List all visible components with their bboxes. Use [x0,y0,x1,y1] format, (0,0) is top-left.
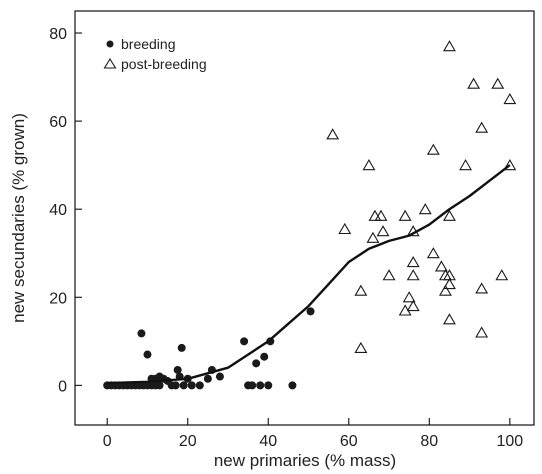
plot-frame [74,10,535,426]
y-tick-label-0: 0 [58,378,67,395]
breeding-point-26 [179,381,188,390]
x-tick-label-40: 40 [259,433,277,450]
post-breeding-point-19 [426,247,440,259]
breeding-point-23 [173,365,182,374]
legend-marker-post-breeding [103,57,117,69]
breeding-point-30 [203,374,212,383]
axes: 0 20 40 60 80 100 0 20 40 60 80 [49,26,523,450]
post-breeding-point-10 [398,209,412,221]
breeding-point-36 [252,359,261,368]
post-breeding-point-20 [434,260,448,272]
post-breeding-point-27 [442,313,456,325]
post-breeding-point-7 [374,209,388,221]
breeding-point-38 [260,352,269,361]
post-breeding-point-1 [338,222,352,235]
x-tick-label-100: 100 [496,433,523,450]
y-tick-label-40: 40 [49,202,67,219]
breeding-point-42 [306,307,315,316]
post-breeding-point-24 [442,40,456,52]
post-breeding-point-23 [442,209,456,221]
post-breeding-point-22 [438,284,452,296]
breeding-point-22 [171,381,180,390]
post-breeding-point-26 [442,277,456,290]
breeding-point-35 [248,381,257,390]
post-breeding-point-15 [406,255,420,268]
breeding-point-32 [215,372,224,381]
post-breeding-point-33 [491,77,505,89]
post-breeding-point-9 [382,269,396,281]
post-breeding-point-17 [418,203,432,215]
x-tick-label-60: 60 [340,433,358,450]
x-axis-label: new primaries (% mass) [214,451,396,470]
legend-marker-breeding [106,40,114,48]
post-breeding-point-35 [503,92,517,105]
breeding-point-37 [256,381,265,390]
post-breeding-point-12 [402,291,416,303]
post-breeding-point-31 [475,282,489,294]
post-breeding-point-3 [354,341,368,353]
breeding-point-41 [288,381,297,390]
post-breeding-point-2 [354,284,368,296]
x-tick-label-80: 80 [420,433,438,450]
post-breeding-point-28 [459,159,473,171]
post-breeding-point-5 [366,231,380,243]
post-breeding-point-34 [495,269,509,281]
post-breeding-point-32 [475,326,489,338]
post-breeding-point-30 [475,121,489,133]
y-tick-label-20: 20 [49,290,67,307]
chart-marks [103,40,517,390]
post-breeding-point-4 [362,159,376,171]
breeding-point-33 [240,337,249,346]
y-axis-label: new secundaries (% grown) [9,113,28,323]
legend-label-post-breeding: post-breeding [121,56,207,72]
breeding-point-14 [137,329,146,338]
post-breeding-point-0 [326,128,340,140]
breeding-point-13 [155,381,164,390]
breeding-point-39 [264,381,273,390]
post-breeding-point-14 [406,269,420,281]
legend: breeding post-breeding [103,36,207,72]
breeding-point-29 [195,381,204,390]
y-tick-label-80: 80 [49,26,67,43]
x-tick-label-20: 20 [179,433,197,450]
breeding-point-28 [187,381,196,390]
legend-label-breeding: breeding [121,36,176,52]
trend-line [107,164,511,385]
post-breeding-point-18 [426,143,440,155]
post-breeding-point-8 [376,225,390,237]
breeding-point-25 [177,343,186,352]
x-tick-label-0: 0 [103,433,112,450]
post-breeding-point-36 [503,159,517,171]
y-tick-label-60: 60 [49,114,67,131]
post-breeding-point-13 [406,299,420,312]
breeding-point-15 [143,350,152,359]
post-breeding-point-29 [467,77,481,89]
